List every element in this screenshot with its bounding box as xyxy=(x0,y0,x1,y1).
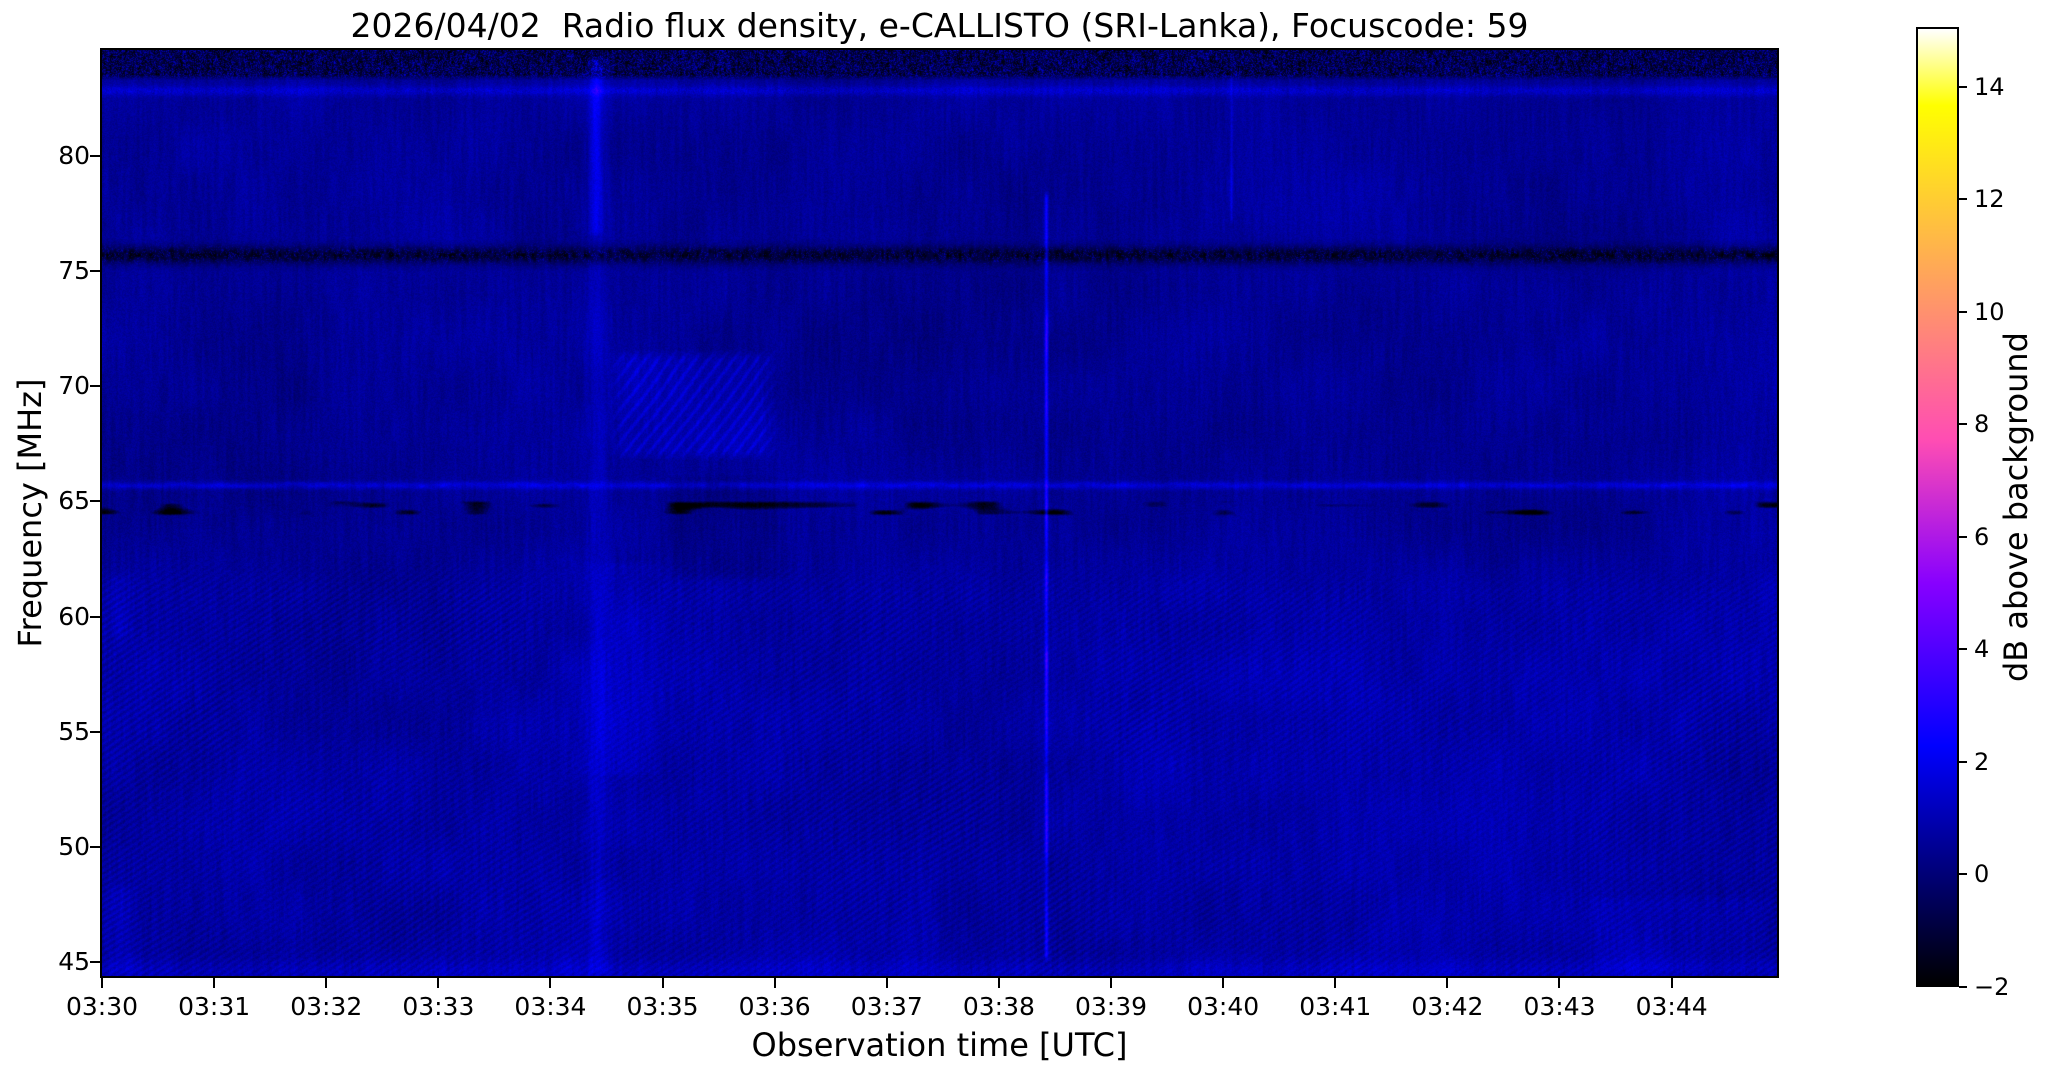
y-tick-label: 70 xyxy=(58,371,90,401)
chart-title: 2026/04/02 Radio flux density, e-CALLIST… xyxy=(350,6,1529,45)
x-tick-label: 03:33 xyxy=(402,992,475,1021)
x-tick-label: 03:31 xyxy=(178,992,251,1021)
colorbar-tick-label: 12 xyxy=(1974,185,2005,214)
y-tick-label: 45 xyxy=(58,947,90,977)
x-tick-mark xyxy=(773,978,776,988)
x-tick-mark xyxy=(1670,978,1673,988)
x-tick-mark xyxy=(661,978,664,988)
colorbar-tick-label: 8 xyxy=(1974,410,1990,439)
y-tick-mark xyxy=(90,615,100,618)
colorbar-tick-mark xyxy=(1959,85,1967,88)
y-tick-mark xyxy=(90,961,100,964)
colorbar-tick-mark xyxy=(1959,648,1967,651)
x-tick-label: 03:42 xyxy=(1411,992,1484,1021)
colorbar-tick-mark xyxy=(1959,535,1967,538)
x-tick-label: 03:38 xyxy=(962,992,1035,1021)
x-tick-label: 03:37 xyxy=(850,992,923,1021)
y-axis-label: Frequency [MHz] xyxy=(11,378,49,648)
colorbar-tick-mark xyxy=(1959,198,1967,201)
x-tick-mark xyxy=(1110,978,1113,988)
x-tick-label: 03:30 xyxy=(65,992,139,1021)
colorbar-tick-label: 4 xyxy=(1974,635,1990,664)
x-tick-mark xyxy=(1222,978,1225,988)
colorbar-tick-label: 6 xyxy=(1974,522,1990,551)
colorbar-tick-label: 0 xyxy=(1974,860,1990,889)
y-tick-mark xyxy=(90,730,100,733)
y-tick-label: 60 xyxy=(58,601,90,631)
y-tick-label: 50 xyxy=(58,832,90,861)
colorbar-tick-mark xyxy=(1959,986,1967,988)
y-tick-label: 75 xyxy=(58,256,90,286)
x-tick-mark xyxy=(1558,978,1561,988)
spectrogram-canvas xyxy=(102,50,1777,976)
x-tick-label: 03:39 xyxy=(1075,992,1148,1021)
x-tick-label: 03:36 xyxy=(738,992,811,1021)
colorbar-tick-mark xyxy=(1959,310,1967,313)
x-tick-mark xyxy=(1334,978,1337,988)
x-tick-mark xyxy=(997,978,1000,988)
colorbar-tick-mark xyxy=(1959,423,1967,426)
y-tick-mark xyxy=(90,385,100,388)
x-tick-mark xyxy=(101,978,103,988)
colorbar-tick-label: 10 xyxy=(1974,297,2005,326)
x-tick-label: 03:34 xyxy=(514,992,587,1021)
colorbar-tick-label: −2 xyxy=(1974,973,2010,1001)
x-tick-mark xyxy=(437,978,440,988)
colorbar-label: dB above background xyxy=(1997,332,2035,682)
x-tick-label: 03:32 xyxy=(290,992,363,1021)
colorbar xyxy=(1916,27,1959,987)
x-tick-mark xyxy=(325,978,328,988)
x-tick-label: 03:35 xyxy=(626,992,699,1021)
y-tick-mark xyxy=(90,270,100,273)
x-tick-label: 03:43 xyxy=(1523,992,1596,1021)
x-tick-label: 03:41 xyxy=(1299,992,1372,1021)
y-tick-label: 55 xyxy=(58,716,90,746)
y-tick-label: 80 xyxy=(58,140,90,170)
x-tick-mark xyxy=(885,978,888,988)
x-tick-mark xyxy=(549,978,552,988)
x-tick-label: 03:44 xyxy=(1635,992,1708,1021)
colorbar-tick-mark xyxy=(1959,873,1967,876)
x-tick-label: 03:40 xyxy=(1187,992,1260,1021)
colorbar-tick-label: 2 xyxy=(1974,747,1990,776)
x-axis-label: Observation time [UTC] xyxy=(751,1026,1128,1064)
y-tick-mark xyxy=(90,500,100,503)
x-tick-mark xyxy=(213,978,216,988)
x-tick-mark xyxy=(1446,978,1449,988)
colorbar-tick-label: 14 xyxy=(1974,72,2005,101)
colorbar-tick-mark xyxy=(1959,760,1967,763)
y-tick-mark xyxy=(90,846,100,848)
y-tick-mark xyxy=(90,154,100,157)
y-tick-label: 65 xyxy=(58,486,90,516)
